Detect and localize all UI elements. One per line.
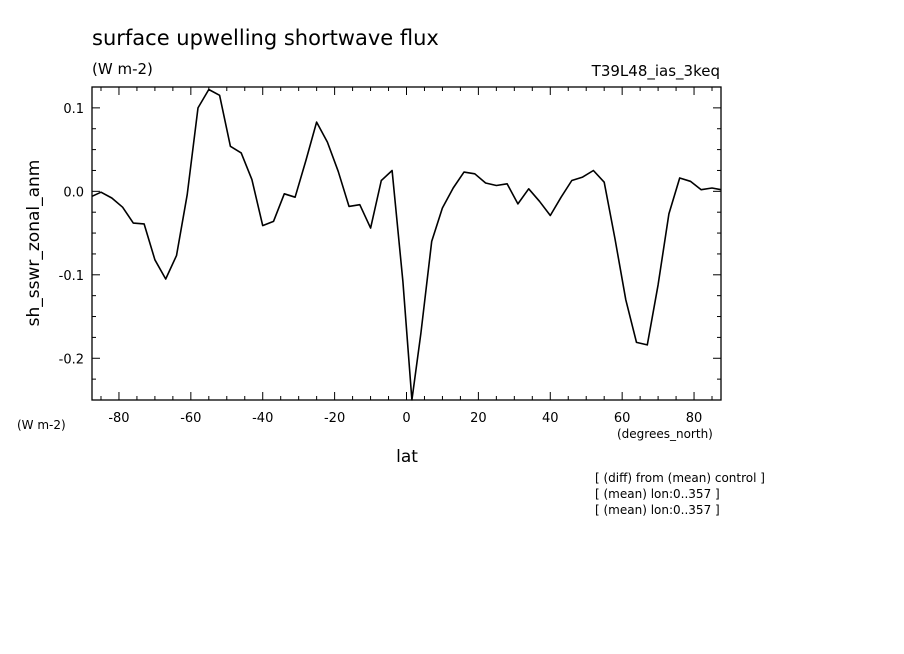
x-axis-label: lat bbox=[396, 447, 418, 467]
y-tick-label: -0.2 bbox=[59, 352, 84, 367]
experiment-label: T39L48_ias_3keq bbox=[591, 62, 720, 81]
note-line-1: [ (diff) from (mean) control ] bbox=[595, 471, 765, 485]
y-axis-units: (W m-2) bbox=[17, 418, 66, 432]
x-tick-label: 60 bbox=[614, 411, 631, 426]
x-axis-ticks: -80 -60 -40 -20 0 20 40 60 80 bbox=[100, 87, 713, 426]
note-line-3: [ (mean) lon:0..357 ] bbox=[595, 503, 720, 517]
x-tick-label: -20 bbox=[324, 411, 345, 426]
y-tick-label: 0.1 bbox=[63, 102, 84, 117]
y-axis-ticks: 0.1 0.0 -0.1 -0.2 bbox=[59, 86, 721, 401]
y-axis-label: sh_sswr_zonal_anm bbox=[24, 160, 44, 327]
x-tick-label: 20 bbox=[470, 411, 487, 426]
chart-subtitle: (W m-2) bbox=[92, 60, 153, 78]
x-tick-label: 0 bbox=[402, 411, 410, 426]
series-line bbox=[91, 88, 722, 401]
note-line-2: [ (mean) lon:0..357 ] bbox=[595, 487, 720, 501]
y-tick-label: 0.0 bbox=[63, 185, 84, 200]
x-tick-label: -40 bbox=[252, 411, 273, 426]
x-tick-label: 80 bbox=[686, 411, 703, 426]
plot-series bbox=[91, 88, 722, 401]
x-tick-label: 40 bbox=[542, 411, 559, 426]
y-tick-label: -0.1 bbox=[59, 269, 84, 284]
x-tick-label: -80 bbox=[108, 411, 129, 426]
plot-frame bbox=[91, 86, 722, 401]
chart-title: surface upwelling shortwave flux bbox=[92, 26, 439, 50]
x-axis-units: (degrees_north) bbox=[617, 427, 713, 441]
x-tick-label: -60 bbox=[180, 411, 201, 426]
